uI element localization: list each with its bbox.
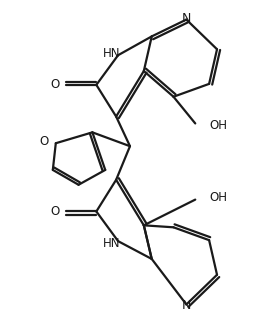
Text: HN: HN [103, 47, 120, 60]
Text: N: N [182, 299, 191, 312]
Text: O: O [50, 205, 60, 218]
Text: OH: OH [209, 191, 227, 204]
Text: N: N [182, 12, 191, 25]
Text: O: O [50, 78, 60, 92]
Text: HN: HN [103, 236, 120, 250]
Text: O: O [40, 135, 49, 148]
Text: OH: OH [209, 119, 227, 132]
